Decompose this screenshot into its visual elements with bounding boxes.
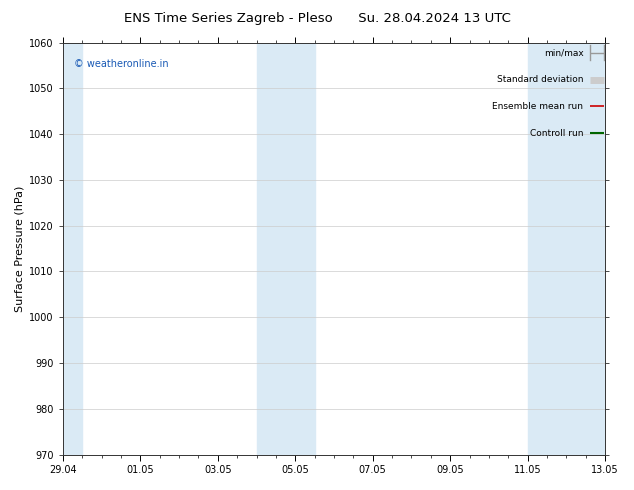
- Text: Ensemble mean run: Ensemble mean run: [493, 102, 583, 111]
- Text: min/max: min/max: [544, 49, 583, 57]
- Text: ENS Time Series Zagreb - Pleso      Su. 28.04.2024 13 UTC: ENS Time Series Zagreb - Pleso Su. 28.04…: [124, 12, 510, 25]
- Bar: [566, 43, 605, 455]
- Bar: [257, 43, 295, 455]
- Bar: [63, 43, 82, 455]
- Text: Standard deviation: Standard deviation: [497, 75, 583, 84]
- Bar: [295, 43, 314, 455]
- Text: Controll run: Controll run: [530, 129, 583, 138]
- Bar: [527, 43, 566, 455]
- Y-axis label: Surface Pressure (hPa): Surface Pressure (hPa): [15, 185, 25, 312]
- Text: © weatheronline.in: © weatheronline.in: [74, 59, 168, 69]
